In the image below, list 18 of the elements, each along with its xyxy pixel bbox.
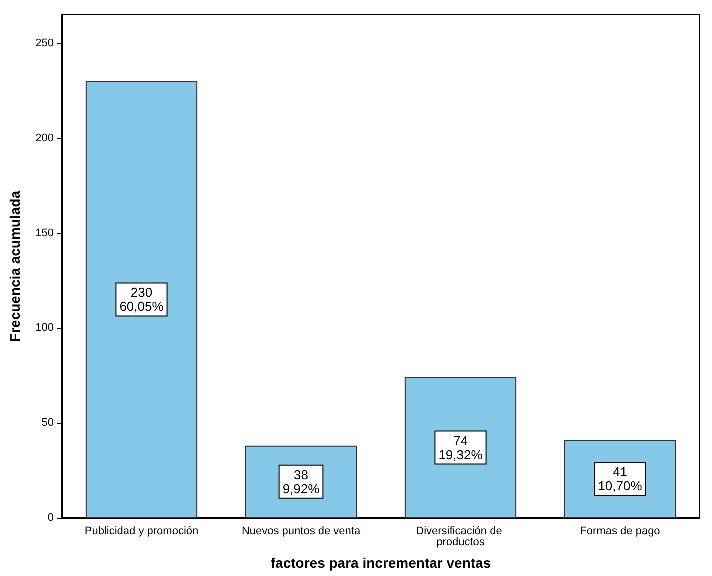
bar — [404, 378, 517, 518]
data-label: 74 19,32% — [438, 433, 484, 462]
y-tick-label: 0 — [48, 512, 54, 524]
data-label: 230 60,05% — [120, 285, 164, 314]
data-label: 41 10,70% — [598, 464, 643, 494]
x-tick-label: Publicidad y promoción — [84, 526, 199, 538]
x-axis-title: factores para incrementar ventas — [270, 555, 492, 571]
y-axis-title: Frecuencia acumulada — [7, 190, 23, 342]
data-label: 38 9,92% — [282, 467, 320, 496]
x-tick-label: Diversificación de productos — [416, 526, 506, 548]
y-tick-label: 250 — [36, 37, 54, 50]
y-tick-label: 50 — [42, 417, 54, 430]
bar — [86, 81, 198, 518]
x-tick-label: Formas de pago — [580, 526, 660, 538]
y-tick-label: 200 — [36, 132, 54, 144]
x-tick-label: Nuevos puntos de venta — [242, 526, 362, 538]
y-tick-label: 100 — [36, 322, 54, 334]
y-tick-label: 150 — [36, 227, 54, 240]
